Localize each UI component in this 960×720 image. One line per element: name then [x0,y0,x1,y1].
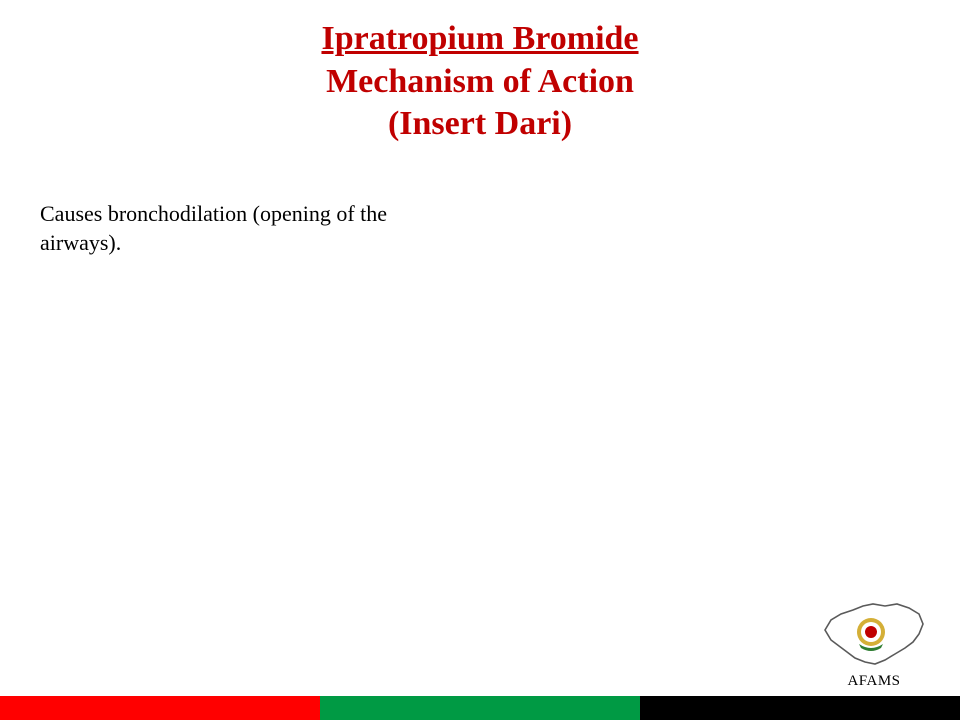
footer-flag [0,696,960,720]
title-line-1: Ipratropium Bromide [0,18,960,61]
logo-caption: AFAMS [814,673,934,690]
title-line-3: (Insert Dari) [0,103,960,146]
title-line-2: Mechanism of Action [0,61,960,104]
slide-title: Ipratropium Bromide Mechanism of Action … [0,0,960,146]
afghanistan-map-icon [819,596,929,671]
body-text: Causes bronchodilation (opening of the a… [40,200,440,257]
flag-stripe-red [320,696,640,720]
logo: AFAMS [814,596,934,690]
flag-stripe-black [0,696,320,720]
slide: Ipratropium Bromide Mechanism of Action … [0,0,960,720]
flag-stripe-green [640,696,960,720]
